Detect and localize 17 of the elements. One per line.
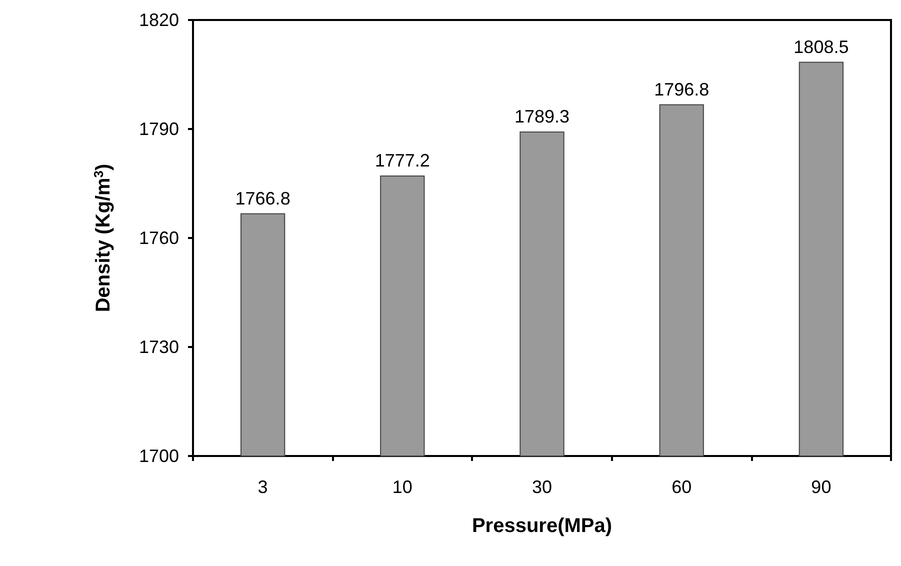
y-axis-title: Density (Kg/m3) xyxy=(91,164,114,312)
x-tick-label: 60 xyxy=(672,477,692,497)
x-tick-label: 90 xyxy=(811,477,832,497)
data-label: 1789.3 xyxy=(514,106,570,127)
x-tick-label: 3 xyxy=(258,477,268,497)
data-label: 1808.5 xyxy=(794,36,849,57)
y-tick-label: 1700 xyxy=(138,446,179,466)
data-label: 1777.2 xyxy=(374,150,430,171)
data-label: 1766.8 xyxy=(235,188,290,208)
y-tick-label: 1820 xyxy=(138,10,179,30)
y-tick-label: 1760 xyxy=(138,228,179,248)
y-tick-label: 1730 xyxy=(138,337,179,357)
x-tick-label: 10 xyxy=(392,477,412,497)
data-label: 1796.8 xyxy=(654,79,710,100)
x-axis-title: Pressure(MPa) xyxy=(472,515,612,537)
x-tick-label: 30 xyxy=(532,477,552,497)
y-tick-label: 1790 xyxy=(138,119,179,139)
